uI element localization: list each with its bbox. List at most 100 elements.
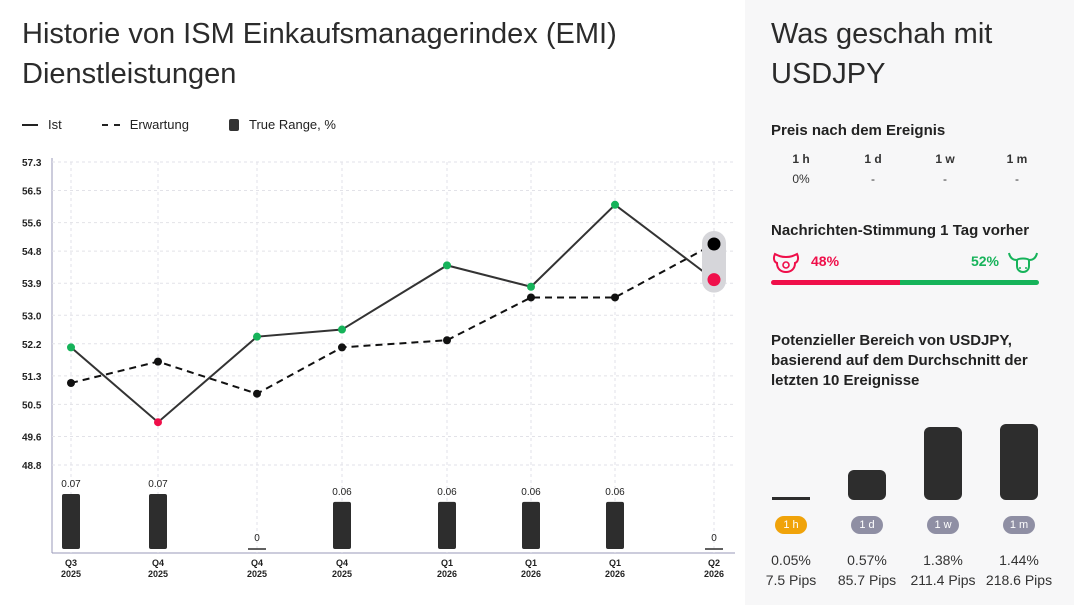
legend-range-label: True Range, % — [248, 117, 336, 132]
range-pips: 211.4 Pips — [910, 572, 976, 588]
bear-percent: 48% — [811, 253, 840, 269]
range-pips: 7.5 Pips — [765, 572, 817, 588]
range-value-label: 0 — [711, 533, 717, 544]
forecast-point — [253, 389, 261, 398]
bear-fill — [771, 280, 900, 285]
y-tick-label: 53.9 — [22, 279, 42, 290]
range-bar — [62, 494, 80, 549]
forecast-point — [527, 293, 535, 302]
bull-fill — [899, 280, 1039, 285]
reaction-panel: Was geschah mit USDJPY Preis nach dem Er… — [745, 0, 1074, 605]
range-pips: 218.6 Pips — [985, 572, 1053, 588]
range-percent: 0.05% — [771, 552, 811, 568]
x-tick-year: 2025 — [332, 569, 352, 579]
price-col-value: 0% — [792, 172, 810, 186]
range-bar — [522, 501, 540, 549]
y-tick-label: 55.6 — [22, 219, 42, 230]
range-bar — [1000, 424, 1038, 500]
actual-point — [67, 343, 75, 352]
price-col-value: - — [871, 172, 875, 186]
bar-icon — [228, 118, 239, 131]
range-value-label: 0.07 — [61, 479, 81, 490]
y-tick-label: 57.3 — [22, 158, 42, 169]
range-value-label: 0.06 — [605, 487, 625, 498]
x-tick-label: Q4 — [152, 558, 164, 568]
range-bar — [848, 470, 886, 500]
forecast-point — [338, 343, 346, 352]
x-tick-label: Q2 — [708, 558, 720, 568]
x-tick-label: Q1 — [609, 558, 621, 568]
y-tick-label: 51.3 — [22, 372, 42, 383]
forecast-point — [443, 336, 451, 345]
history-chart: 57.3 56.5 55.6 54.8 53.9 53.0 52.2 51.3 50.5 49.6… — [22, 158, 735, 579]
actual-point — [154, 418, 162, 427]
reaction-title: Was geschah mit USDJPY — [771, 18, 993, 90]
actual-point — [253, 332, 261, 341]
range-tab-1d[interactable]: 1 d — [851, 516, 883, 534]
price-after-event-heading: Preis nach dem Ereignis — [771, 122, 946, 139]
pending-actual-point — [707, 273, 721, 287]
legend-range[interactable]: True Range, % — [228, 117, 336, 132]
legend-actual-label: Ist — [48, 117, 62, 132]
forecast-point — [154, 357, 162, 366]
x-tick-label: Q1 — [525, 558, 537, 568]
actual-point — [443, 261, 451, 270]
range-bar — [333, 501, 351, 549]
x-tick-year: 2026 — [605, 569, 625, 579]
range-percent: 1.38% — [923, 552, 963, 568]
range-value-label: 0 — [254, 533, 260, 544]
y-tick-label: 54.8 — [22, 247, 42, 258]
actual-point — [527, 282, 535, 291]
price-col-value: - — [1015, 172, 1019, 186]
sentiment-row: 48% 52% — [771, 250, 1039, 274]
price-col-label: 1 h — [792, 152, 810, 166]
range-bar — [606, 501, 624, 549]
forecast-point — [67, 379, 75, 388]
bull-icon — [1008, 252, 1038, 274]
pending-forecast-point — [707, 237, 721, 251]
chart-legend: Ist Erwartung True Range, % — [22, 117, 376, 132]
price-col-value: - — [943, 172, 947, 186]
range-value-label: 0.07 — [148, 479, 168, 490]
x-tick-year: 2026 — [437, 569, 457, 579]
range-tab-1h[interactable]: 1 h — [775, 516, 807, 534]
x-tick-label: Q1 — [441, 558, 453, 568]
range-tab-1m[interactable]: 1 m — [1003, 516, 1035, 534]
range-bar — [772, 497, 810, 500]
y-tick-label: 53.0 — [22, 311, 42, 322]
range-bar — [149, 494, 167, 549]
legend-forecast[interactable]: Erwartung — [101, 117, 189, 132]
range-percent: 0.57% — [847, 552, 887, 568]
forecast-line — [70, 243, 715, 395]
solid-line-icon — [22, 123, 38, 126]
x-tick-year: 2025 — [148, 569, 168, 579]
x-tick-label: Q4 — [336, 558, 348, 568]
price-col-label: 1 m — [1006, 152, 1028, 166]
x-tick-year: 2026 — [704, 569, 724, 579]
y-tick-label: 52.2 — [22, 340, 42, 351]
legend-forecast-label: Erwartung — [129, 117, 189, 132]
price-col-label: 1 d — [864, 152, 882, 166]
y-tick-label: 49.6 — [22, 432, 42, 443]
price-col-label: 1 w — [935, 152, 955, 166]
range-bar — [924, 426, 962, 500]
actual-point — [611, 200, 619, 209]
range-value-label: 0.06 — [332, 487, 352, 498]
sentiment-heading: Nachrichten-Stimmung 1 Tag vorher — [771, 222, 1030, 239]
y-tick-label: 56.5 — [22, 187, 42, 198]
x-tick-year: 2026 — [521, 569, 541, 579]
range-value-label: 0.06 — [521, 487, 541, 498]
legend-actual[interactable]: Ist — [22, 117, 62, 132]
actual-point — [338, 325, 346, 334]
x-tick-year: 2025 — [61, 569, 81, 579]
y-tick-label: 48.8 — [22, 461, 42, 472]
x-tick-label: Q3 — [65, 558, 77, 568]
y-tick-label: 50.5 — [22, 400, 42, 411]
range-value-label: 0.06 — [437, 487, 457, 498]
range-tab-1w[interactable]: 1 w — [927, 516, 959, 534]
x-tick-year: 2025 — [247, 569, 267, 579]
forecast-point — [611, 293, 619, 302]
dashed-line-icon — [101, 123, 120, 126]
bear-icon — [772, 252, 800, 274]
chart-title: Historie von ISM Einkaufsmanagerindex (E… — [22, 18, 617, 90]
